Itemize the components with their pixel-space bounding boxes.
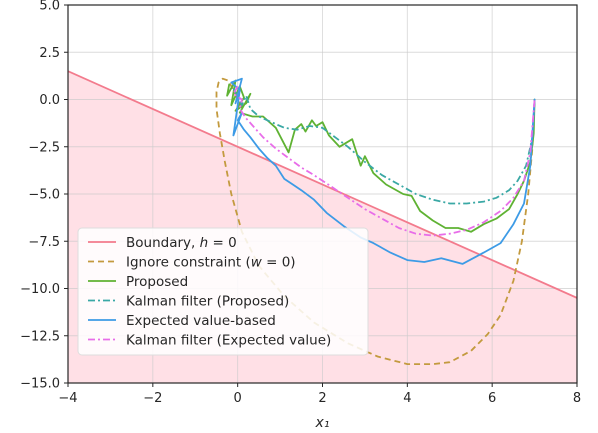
- legend-box: [77, 227, 369, 356]
- series-line-6: [232, 85, 536, 237]
- legend-label: Kalman filter (Proposed): [126, 294, 289, 310]
- x-axis-label: x₁: [315, 415, 330, 431]
- x-tick-label: 4: [403, 391, 411, 406]
- y-tick-label: −5.0: [28, 188, 60, 203]
- series-line-1: [68, 70, 577, 299]
- y-tick-label: −12.5: [20, 329, 60, 344]
- x-tick-label: 6: [488, 391, 496, 406]
- legend-label: Boundary, h = 0: [126, 235, 237, 251]
- legend-label: Proposed: [126, 274, 188, 290]
- x-tick-label: −2: [143, 391, 162, 406]
- x-tick-label: 2: [318, 391, 326, 406]
- x-tick-label: −4: [58, 391, 77, 406]
- y-tick-label: 5.0: [39, 0, 60, 14]
- y-tick-labels: 5.0 2.5 0.0 −2.5 −5.0 −7.5 −10.0 −12.5 −15.0: [20, 0, 68, 392]
- legend: Boundary, h = 0 Ignore constraint (w = 0)…: [77, 227, 369, 356]
- x-tick-label: 8: [573, 391, 581, 406]
- series-line-5: [230, 77, 536, 265]
- legend-label: Expected value-based: [126, 313, 276, 329]
- y-tick-label: 2.5: [39, 46, 60, 61]
- series-line-4: [232, 87, 536, 205]
- series-line-3: [226, 79, 536, 233]
- y-tick-label: 0.0: [39, 93, 60, 108]
- x-tick-label: 0: [234, 391, 242, 406]
- y-tick-label: −2.5: [28, 140, 60, 155]
- legend-label: Kalman filter (Expected value): [126, 333, 331, 349]
- x-tick-labels: −4 −2 0 2 4 6 8: [58, 383, 581, 406]
- y-tick-label: −10.0: [20, 282, 60, 297]
- y-tick-label: −15.0: [20, 377, 60, 392]
- legend-label: Ignore constraint (w = 0): [126, 255, 296, 271]
- y-tick-label: −7.5: [28, 235, 60, 250]
